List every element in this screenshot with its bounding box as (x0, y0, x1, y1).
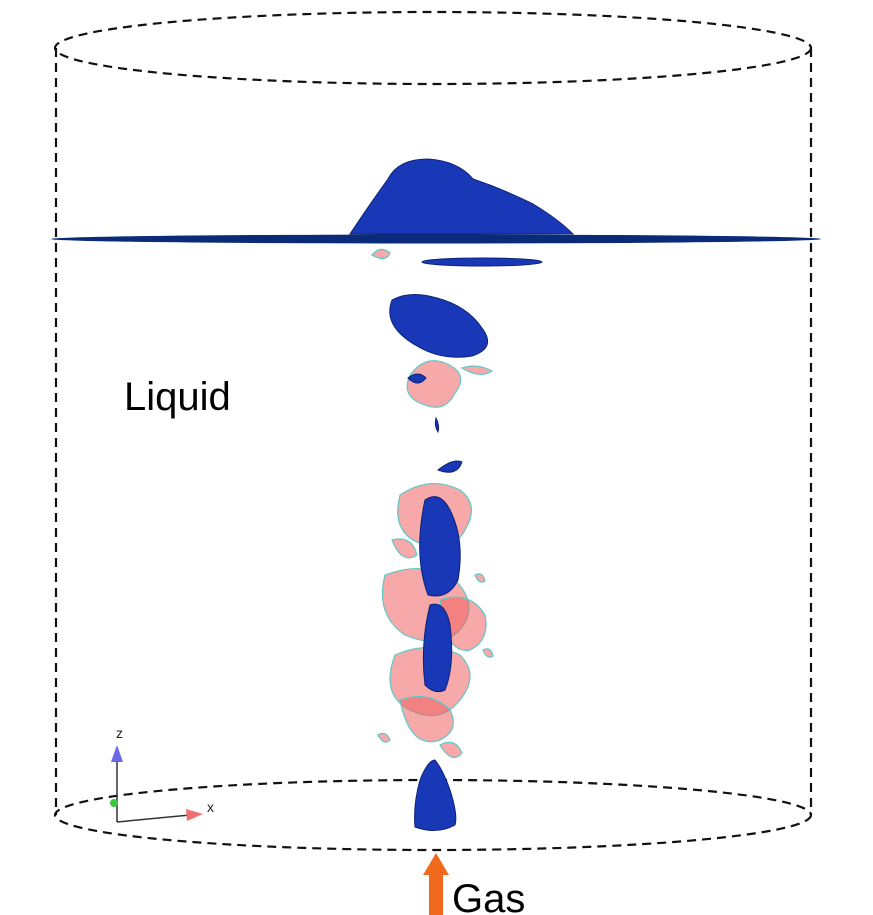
surface-bulge (350, 159, 573, 234)
x-arrow (186, 809, 203, 821)
vortex (372, 249, 390, 258)
vortex (407, 361, 460, 408)
x-axis (117, 815, 190, 822)
top-rim (55, 12, 811, 84)
vortex (440, 742, 462, 757)
sheet (422, 258, 542, 266)
vortex (483, 649, 493, 657)
gas-label: Gas (452, 877, 525, 915)
gas-inlet: Gas (423, 853, 525, 915)
bubble (390, 294, 488, 357)
bubble (438, 461, 462, 472)
axis-triad: z x (110, 725, 214, 822)
arrow-head (423, 853, 449, 875)
vortex (378, 733, 390, 742)
arrow-shaft (429, 872, 443, 915)
bubble (435, 418, 438, 432)
liquid-label: Liquid (124, 375, 231, 419)
z-arrow (111, 745, 123, 762)
x-label: x (207, 799, 214, 815)
vortex (475, 574, 485, 582)
figure: z x Gas Liquid (0, 0, 873, 915)
free-surface (51, 235, 821, 244)
vortex (392, 539, 417, 558)
z-label: z (116, 725, 123, 741)
inlet-jet (415, 760, 456, 831)
vortex (462, 366, 492, 374)
y-axis-dot (110, 799, 118, 807)
gas-column (423, 604, 451, 692)
